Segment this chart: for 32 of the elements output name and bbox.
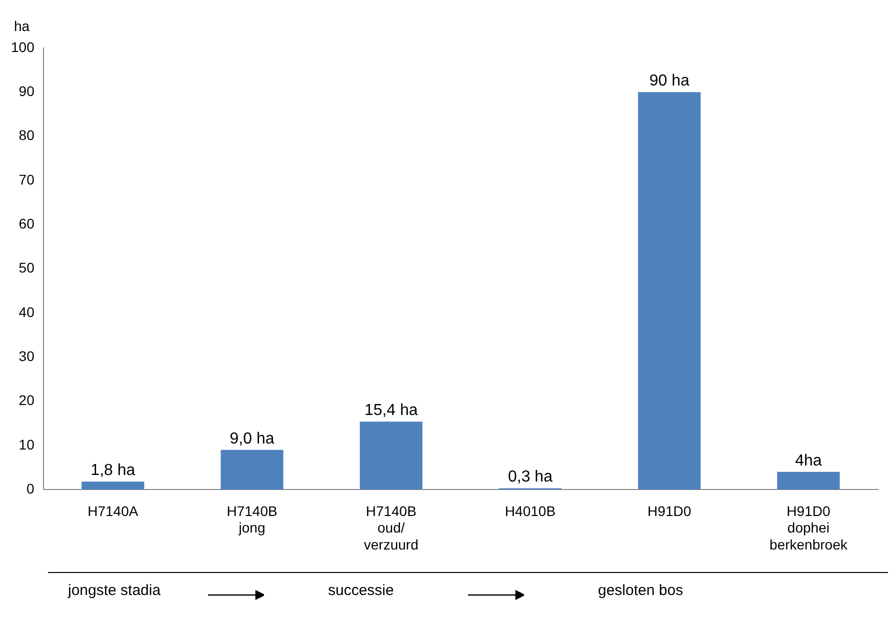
- x-tick-label: H4010B: [504, 502, 556, 519]
- text: successie: [328, 582, 394, 599]
- data-label: 4ha: [795, 452, 822, 470]
- y-tick-label: 70: [18, 171, 35, 188]
- y-axis-title: ha: [14, 18, 30, 34]
- x-tick-label: H7140B jong: [226, 502, 278, 536]
- bar: [360, 422, 422, 490]
- text: jongste stadia: [68, 582, 161, 599]
- x-tick-label: H7140A: [88, 502, 139, 519]
- bar: [220, 450, 284, 490]
- y-tick-label: 60: [18, 216, 35, 232]
- y-tick-label: 100: [11, 38, 35, 55]
- y-tick-label: 20: [18, 392, 35, 408]
- data-label: 1,8 ha: [90, 462, 136, 480]
- x-tick-label: H91D0: [648, 502, 692, 519]
- x-tick-label: H91D0 dophei berkenbroek: [770, 502, 848, 552]
- y-tick-label: 30: [18, 348, 35, 364]
- bar: [82, 482, 144, 490]
- text: gesloten bos: [598, 582, 684, 599]
- y-tick-label: 0: [26, 480, 35, 496]
- data-label: 9,0 ha: [230, 430, 274, 448]
- x-tick-label: H7140B oud/ verzuurd: [364, 502, 418, 552]
- data-label: 15,4 ha: [364, 402, 418, 419]
- data-label: 90 ha: [649, 72, 690, 90]
- y-tick-label: 10: [18, 436, 35, 452]
- y-tick-label: 40: [18, 304, 35, 320]
- y-tick-label: 90: [18, 83, 35, 100]
- data-label: 0,3 ha: [508, 468, 553, 486]
- y-tick-label: 50: [18, 260, 35, 276]
- bar: [777, 472, 840, 490]
- y-tick-label: 80: [18, 127, 35, 144]
- bar: [638, 92, 701, 490]
